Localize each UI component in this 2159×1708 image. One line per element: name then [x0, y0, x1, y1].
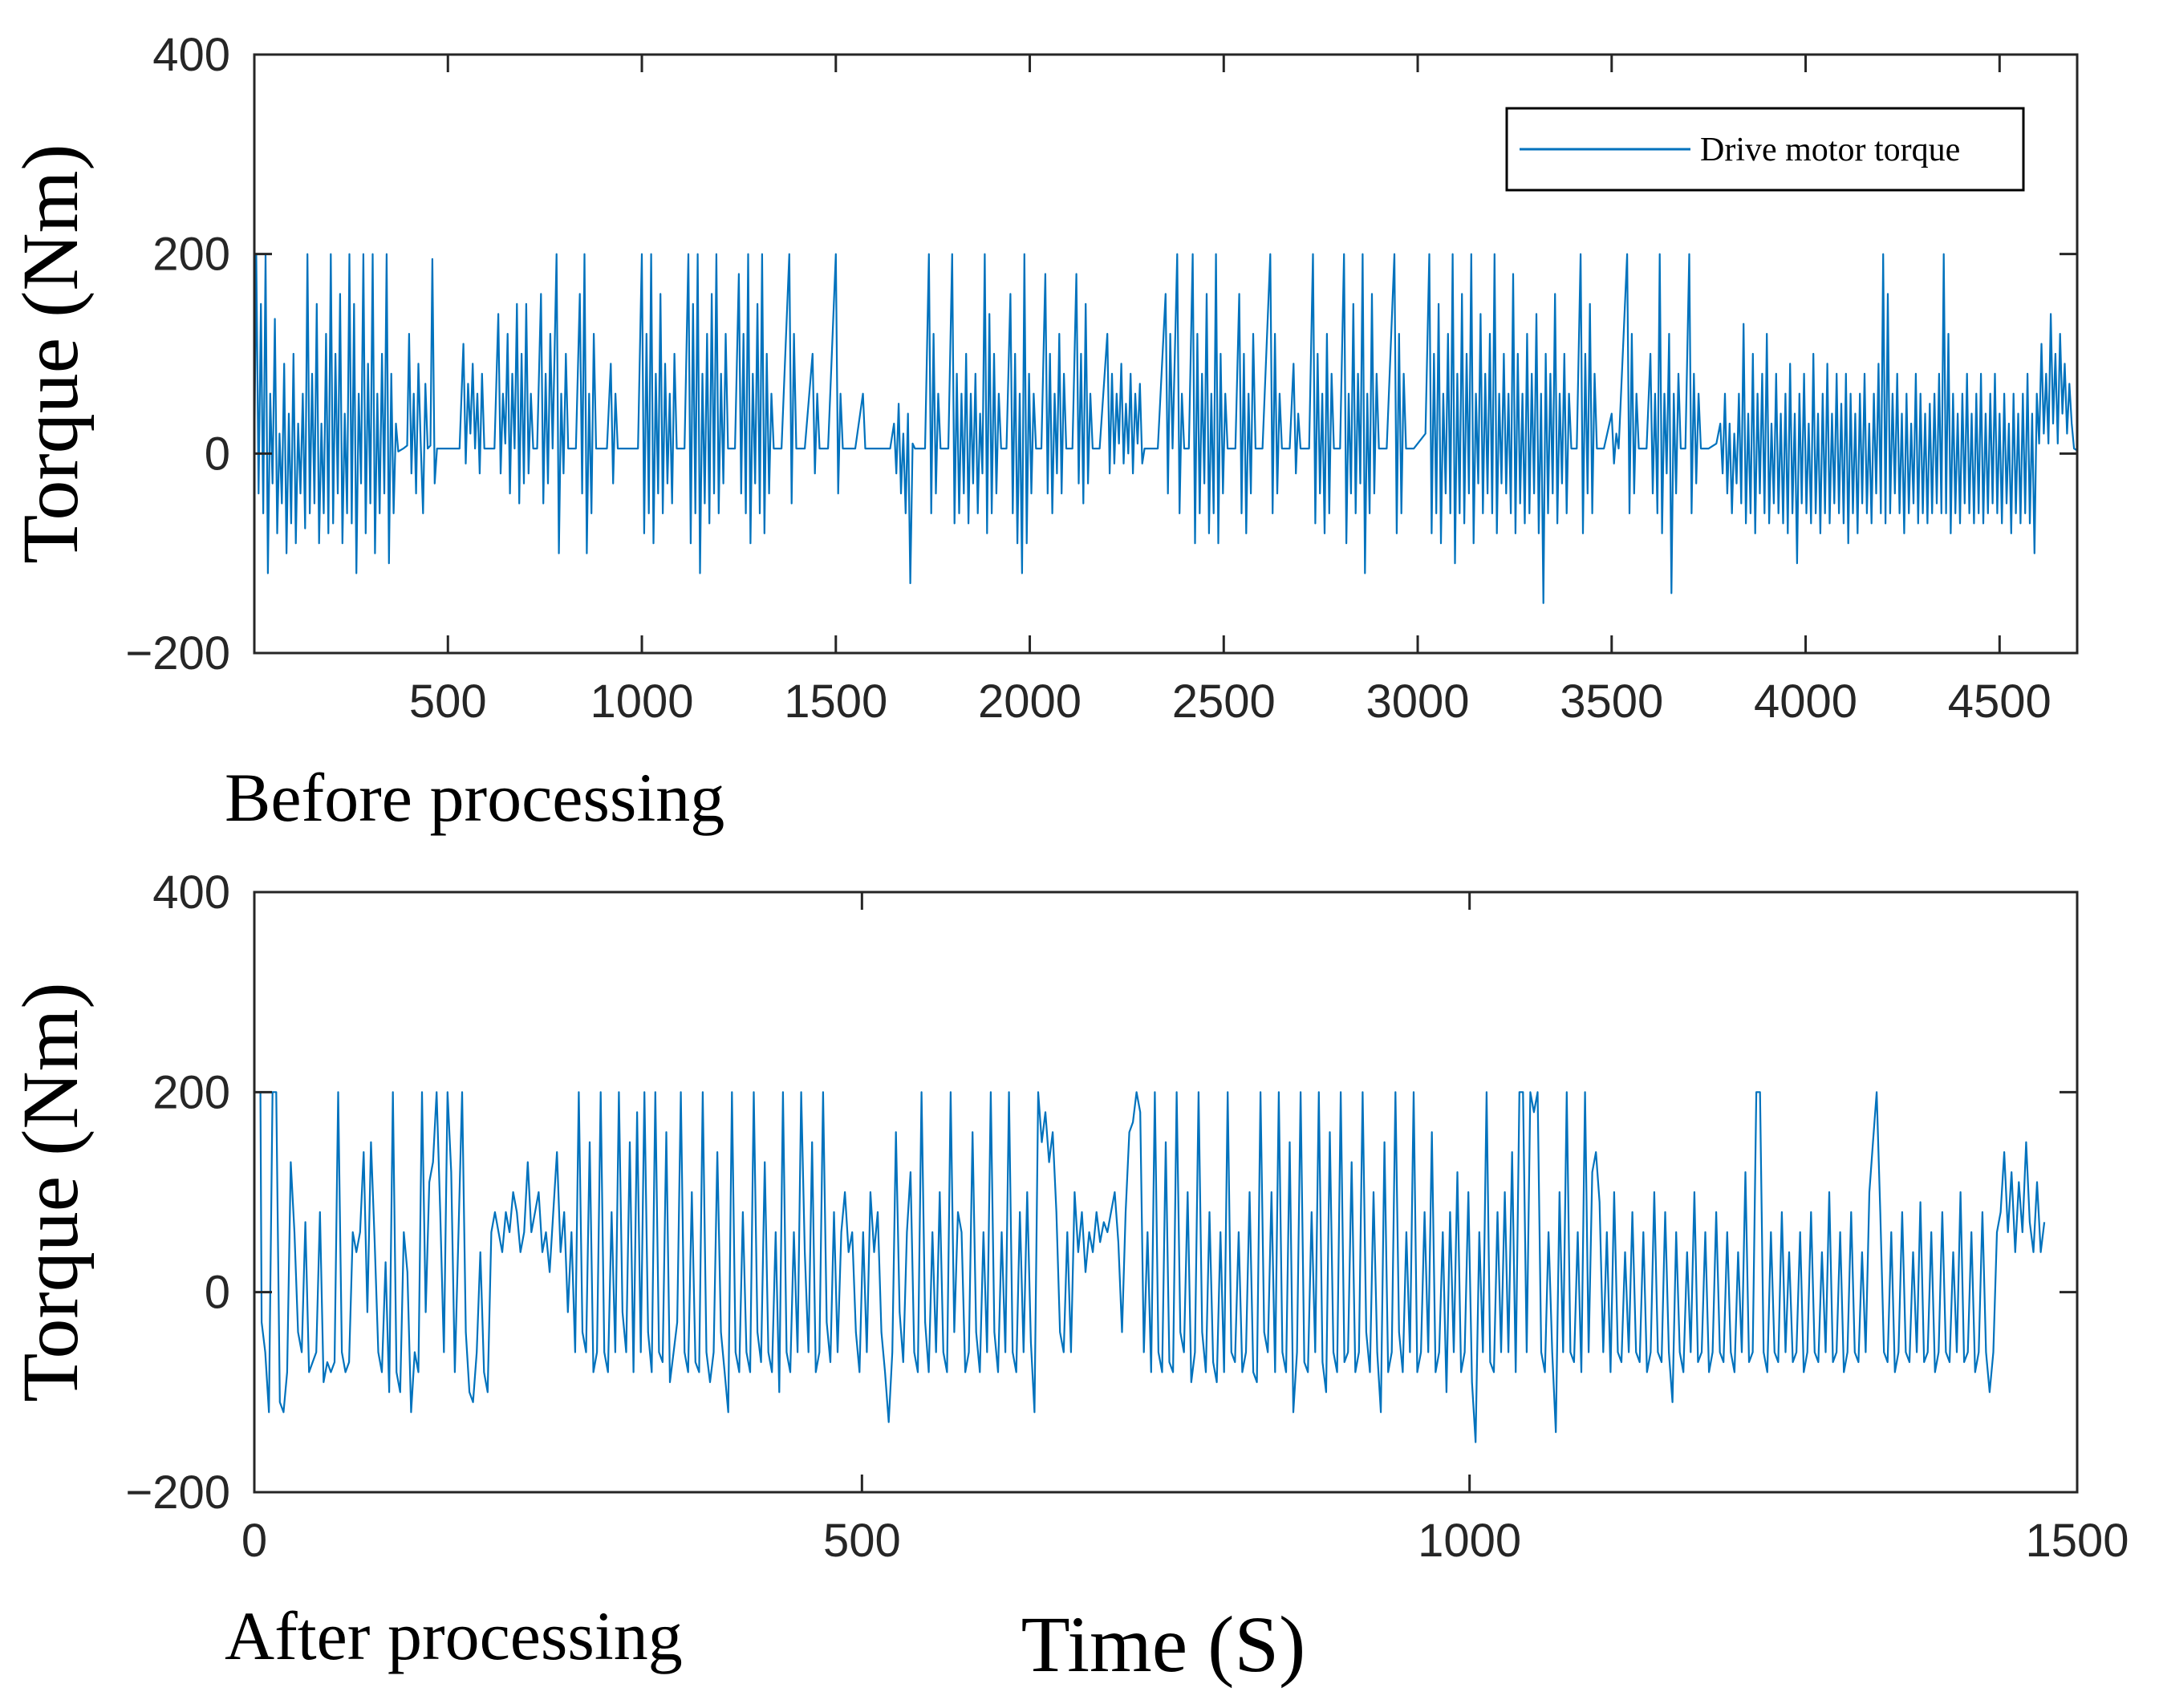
bottom-series-line-0	[254, 1091, 2046, 1443]
bottom-series-group	[254, 1091, 2046, 1443]
bottom-caption: After processing	[225, 1597, 683, 1674]
top-x-tick-label: 3500	[1560, 675, 1663, 728]
top-y-tick-label: 400	[152, 29, 230, 81]
bottom-plot-frame	[253, 891, 2079, 1494]
bottom-x-axis-label: Time (S)	[1021, 1600, 1306, 1689]
bottom-y-tick-label: 400	[152, 866, 230, 919]
top-x-tick-label: 4000	[1754, 675, 1857, 728]
top-x-tick-label: 1500	[784, 675, 887, 728]
bottom-x-tick-label: 1000	[1418, 1515, 1521, 1567]
bottom-x-tick-label: 500	[823, 1515, 901, 1567]
top-x-tick-label: 1000	[590, 675, 694, 728]
top-plot-frame	[253, 53, 2079, 655]
bottom-y-axis-label: Torque (Nm)	[6, 982, 95, 1402]
bottom-y-tick-label: 0	[205, 1267, 230, 1319]
top-x-tick-label: 4500	[1948, 675, 2051, 728]
bottom-x-tick-label: 0	[241, 1515, 267, 1567]
top-x-tick-label: 500	[409, 675, 487, 728]
top-y-axis-label: Torque (Nm)	[6, 144, 95, 563]
top-legend: Drive motor torque	[1505, 107, 2025, 192]
top-x-tick-label: 2000	[978, 675, 1082, 728]
top-y-tick-label: 200	[152, 229, 230, 281]
top-x-tick-label: 2500	[1172, 675, 1276, 728]
top-x-tick-label: 3000	[1366, 675, 1470, 728]
top-series-group	[253, 253, 2078, 604]
top-y-tick-label: −200	[125, 627, 230, 680]
bottom-y-tick-label: 200	[152, 1066, 230, 1118]
top-series-line-0	[253, 253, 2078, 604]
top-tick-group: 500 1000 1500 2000 2500 3000 3500 4000 4500 −200 0…	[125, 29, 2077, 728]
bottom-x-tick-label: 1500	[2025, 1515, 2129, 1567]
top-y-tick-label: 0	[205, 428, 230, 480]
bottom-y-tick-label: −200	[125, 1467, 230, 1519]
legend-label: Drive motor torque	[1700, 132, 1960, 168]
top-caption: Before processing	[225, 759, 724, 836]
